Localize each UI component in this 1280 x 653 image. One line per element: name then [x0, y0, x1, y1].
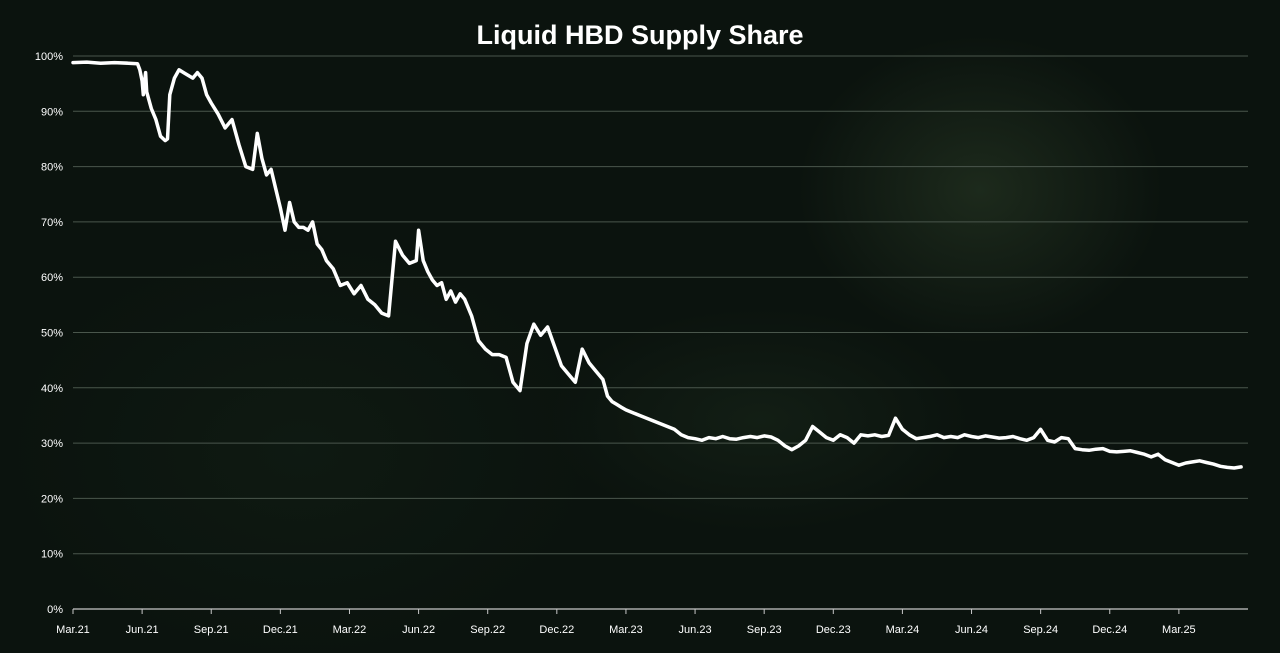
- x-tick-label: Dec.24: [1092, 624, 1127, 636]
- x-tick-label: Jun.21: [126, 624, 159, 636]
- y-tick-label: 0%: [47, 604, 63, 616]
- x-tick-label: Jun.24: [955, 624, 988, 636]
- y-tick-label: 10%: [41, 549, 63, 561]
- x-tick-label: Mar.21: [56, 624, 90, 636]
- x-tick-label: Mar.23: [609, 624, 643, 636]
- x-tick-label: Sep.24: [1023, 624, 1058, 636]
- x-tick-label: Dec.21: [263, 624, 298, 636]
- x-tick-label: Sep.21: [194, 624, 229, 636]
- x-tick-label: Sep.23: [747, 624, 782, 636]
- x-tick-label: Dec.22: [539, 624, 574, 636]
- y-tick-labels: 0% 10% 20% 30% 40% 50% 60% 70% 80% 90% 100%: [35, 51, 63, 616]
- x-tick-labels: Mar.21 Jun.21 Sep.21 Dec.21 Mar.22 Jun.22 Sep.…: [56, 624, 1196, 636]
- y-tick-label: 30%: [41, 438, 63, 450]
- y-tick-label: 100%: [35, 51, 63, 63]
- x-tick-label: Sep.22: [470, 624, 505, 636]
- x-tick-label: Mar.25: [1162, 624, 1196, 636]
- gridlines: [73, 55, 1248, 555]
- y-tick-label: 80%: [41, 162, 63, 174]
- x-tick-label: Jun.22: [402, 624, 435, 636]
- x-tick-label: Jun.23: [679, 624, 712, 636]
- y-tick-label: 90%: [41, 106, 63, 118]
- chart-title: Liquid HBD Supply Share: [476, 20, 803, 50]
- x-tick-label: Mar.22: [333, 624, 367, 636]
- y-tick-label: 70%: [41, 217, 63, 229]
- y-tick-label: 60%: [41, 272, 63, 284]
- x-tick-label: Dec.23: [816, 624, 851, 636]
- series-line-0: [71, 60, 1243, 470]
- series-group: [71, 60, 1243, 470]
- axes: [72, 608, 1248, 614]
- x-tick-label: Mar.24: [886, 624, 920, 636]
- y-tick-label: 40%: [41, 383, 63, 395]
- y-tick-label: 50%: [41, 328, 63, 340]
- y-tick-label: 20%: [41, 493, 63, 505]
